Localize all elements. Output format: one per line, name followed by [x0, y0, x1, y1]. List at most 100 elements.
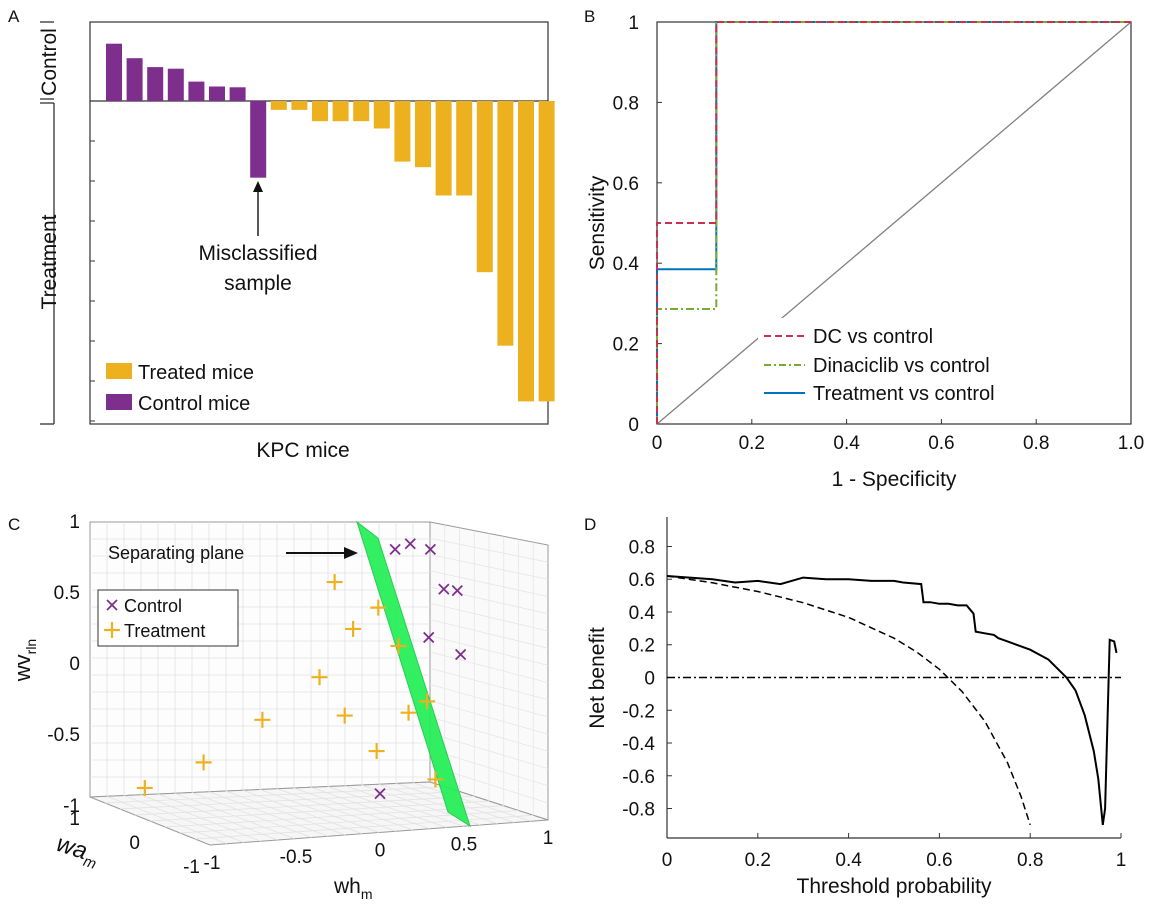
control-point-4: [451, 584, 463, 597]
treatment-point-2: [345, 620, 362, 637]
bar-treated-15: [415, 101, 431, 168]
misclassified-arrow-head: [253, 181, 263, 192]
bar-control-2: [147, 67, 164, 101]
grid-line: [429, 651, 549, 683]
panel-b-ytick-label: 0: [628, 415, 639, 436]
panel-c-ztick-label: -1: [63, 796, 80, 817]
panel-b: B 0 0.2 0.4 0.6 0.8 1.0 0 0.2 0.4 0.6 0.8 1 DC vs c…: [584, 7, 1144, 491]
panel-b-ylabel: Sensitivity: [586, 175, 609, 270]
panel-c-y-ticks: 1 0 -1: [69, 809, 200, 878]
grid-line: [429, 586, 549, 615]
panel-c-ztick-label: 0.5: [54, 583, 80, 604]
treatment-point-8: [254, 711, 271, 728]
panel-c-floor: [89, 781, 549, 846]
panel-a-bars: [106, 43, 555, 402]
panel-d-xtick-label: 0.4: [835, 850, 862, 871]
grid-line: [429, 619, 549, 649]
grid-line: [429, 732, 549, 769]
panel-d-ytick-label: -0.4: [622, 734, 655, 755]
panel-d-ylabel: Net benefit: [586, 627, 609, 729]
misclassified-label-line1: Misclassified: [198, 242, 317, 265]
control-point-2: [424, 543, 437, 556]
panel-d: D 0 0.2 0.4 0.6 0.8 1 0.8 0.6 0.4 0.2 0 -0.2 -0.4 -0.…: [584, 515, 1126, 898]
bar-treated-14: [394, 101, 411, 162]
control-point-3: [438, 583, 450, 595]
panel-c-xtick-label: 0.5: [451, 834, 477, 855]
treatment-point-7: [419, 693, 436, 710]
bar-treated-10: [312, 101, 328, 122]
control-point-7: [374, 788, 386, 800]
marker-stroke: [374, 788, 386, 800]
decision-curve-1: [666, 575, 1031, 826]
roc-line-0: [656, 21, 1131, 424]
bar-treated-11: [332, 101, 349, 122]
panel-c-xtick-label: -1: [204, 853, 221, 874]
separating-plane: [356, 520, 471, 828]
panel-b-xtick-label: 0.4: [833, 433, 860, 454]
panel-d-ytick-label: -0.6: [622, 767, 655, 788]
treatment-point-11: [427, 771, 444, 788]
treatment-point-5: [336, 707, 353, 724]
panel-c-ztick-label: 0: [69, 654, 80, 675]
panel-b-xtick-label: 1.0: [1118, 433, 1144, 454]
legend-label-control: Control mice: [138, 393, 250, 415]
decision-curve-0: [666, 575, 1118, 826]
separating-plane-arrow-head: [344, 547, 358, 559]
panel-c: C Separating plane Control Treatment 1 0.…: [8, 512, 553, 902]
control-group-label: Control: [38, 28, 61, 96]
panel-b-ytick-label: 0.4: [613, 254, 640, 275]
panel-d-xtick-label: 0: [662, 850, 673, 871]
panel-c-ytick-label: 1: [69, 809, 80, 830]
control-point-5: [423, 631, 435, 644]
panel-a-left-ticks: [90, 100, 95, 422]
bar-control-1: [126, 58, 143, 101]
panel-d-ytick-label: -0.8: [622, 800, 655, 821]
legend-label-dc: DC vs control: [813, 326, 933, 348]
bar-treated-17: [456, 101, 473, 196]
grid-line: [429, 667, 549, 701]
panel-c-xtick-label: 1: [543, 828, 554, 849]
panel-d-xtick-label: 0.2: [745, 850, 771, 871]
panel-b-xlabel: 1 - Specificity: [832, 468, 957, 491]
treatment-point-12: [136, 779, 153, 796]
bar-treated-16: [435, 101, 452, 196]
panel-d-ytick-label: 0.8: [629, 537, 655, 558]
panel-b-legend-bg: [758, 318, 1068, 410]
bar-control-6: [229, 87, 246, 101]
marker-stroke: [455, 648, 467, 661]
marker-stroke: [438, 583, 450, 595]
panel-c-zlabel: wvrln: [10, 639, 39, 682]
panel-d-ytick-label: 0.4: [629, 603, 656, 624]
panel-b-ytick-label: 0.2: [613, 335, 639, 356]
grid-line: [149, 800, 490, 822]
legend-swatch-control: [106, 394, 132, 410]
treatment-point-0: [326, 574, 343, 591]
panel-c-points: [136, 538, 467, 800]
panel-d-letter: D: [584, 515, 596, 534]
treatment-point-1: [370, 599, 387, 616]
bar-treated-8: [270, 101, 287, 110]
panel-c-z-ticks: 1 0.5 0 -0.5 -1: [47, 512, 80, 817]
panel-d-xtick-label: 1: [1116, 850, 1127, 871]
panel-c-grid: [90, 522, 549, 845]
control-point-1: [404, 538, 416, 550]
panel-b-ticks: 0 0.2 0.4 0.6 0.8 1.0 0 0.2 0.4 0.6 0.8 1: [613, 13, 1145, 454]
panel-c-ytick-label: 0: [129, 833, 140, 854]
legend-label-c-control: Control: [124, 596, 182, 616]
panel-d-lines: [666, 575, 1121, 826]
treatment-group-label: Treatment: [38, 214, 61, 309]
control-point-0: [389, 543, 401, 556]
bar-control-4: [188, 81, 205, 101]
grid-line: [429, 537, 549, 563]
bar-treated-21: [538, 101, 555, 402]
bar-treated-9: [291, 101, 308, 110]
bar-treated-20: [518, 101, 534, 402]
treatment-point-3: [390, 637, 407, 654]
bar-treated-18: [476, 101, 493, 273]
bar-treated-12: [353, 101, 370, 122]
panel-c-ylabel: wam: [52, 830, 103, 873]
legend-marker-control: [106, 599, 118, 611]
grid-line: [119, 791, 460, 810]
marker-stroke: [389, 543, 401, 556]
panel-d-ytick-label: 0: [644, 669, 655, 690]
